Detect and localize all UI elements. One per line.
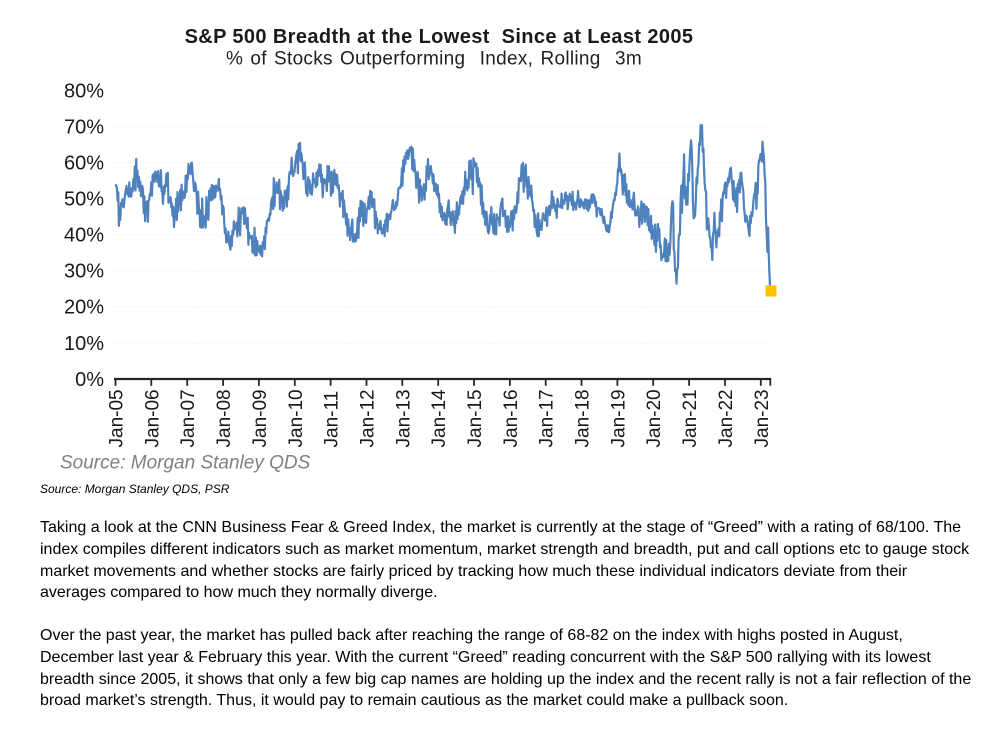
svg-text:80%: 80% [64, 80, 104, 102]
svg-text:Jan-07: Jan-07 [178, 389, 199, 447]
svg-text:Jan-14: Jan-14 [429, 389, 450, 448]
svg-text:0%: 0% [75, 369, 104, 391]
svg-text:% of Stocks Outperforming Ind: % of Stocks Outperforming Index, Rolling… [226, 49, 642, 70]
svg-text:S&P 500 Breadth at the Lowest: S&P 500 Breadth at the Lowest Since at L… [185, 26, 694, 48]
svg-text:Jan-12: Jan-12 [358, 389, 379, 447]
svg-text:Jan-15: Jan-15 [465, 389, 486, 447]
svg-text:Jan-23: Jan-23 [752, 389, 773, 447]
svg-text:Jan-22: Jan-22 [716, 389, 737, 447]
svg-text:Jan-18: Jan-18 [573, 389, 594, 447]
svg-text:Jan-06: Jan-06 [142, 389, 163, 447]
svg-text:20%: 20% [64, 297, 104, 319]
svg-text:50%: 50% [64, 189, 104, 211]
svg-text:Jan-17: Jan-17 [537, 389, 558, 447]
svg-text:Jan-05: Jan-05 [107, 389, 128, 447]
svg-text:Jan-21: Jan-21 [680, 389, 701, 447]
svg-text:Source: Morgan Stanley QDS: Source: Morgan Stanley QDS [60, 453, 311, 474]
svg-text:Jan-08: Jan-08 [214, 389, 235, 447]
svg-text:Jan-13: Jan-13 [393, 389, 414, 447]
svg-text:Jan-16: Jan-16 [501, 389, 522, 447]
svg-text:Jan-09: Jan-09 [250, 389, 271, 447]
svg-text:70%: 70% [64, 117, 104, 139]
svg-text:Jan-20: Jan-20 [644, 389, 665, 447]
svg-text:Jan-19: Jan-19 [608, 389, 629, 447]
svg-text:Jan-10: Jan-10 [286, 389, 307, 447]
svg-text:Jan-11: Jan-11 [322, 391, 343, 448]
svg-text:10%: 10% [64, 333, 104, 355]
svg-text:60%: 60% [64, 153, 104, 175]
svg-text:40%: 40% [64, 225, 104, 247]
svg-text:30%: 30% [64, 261, 104, 283]
